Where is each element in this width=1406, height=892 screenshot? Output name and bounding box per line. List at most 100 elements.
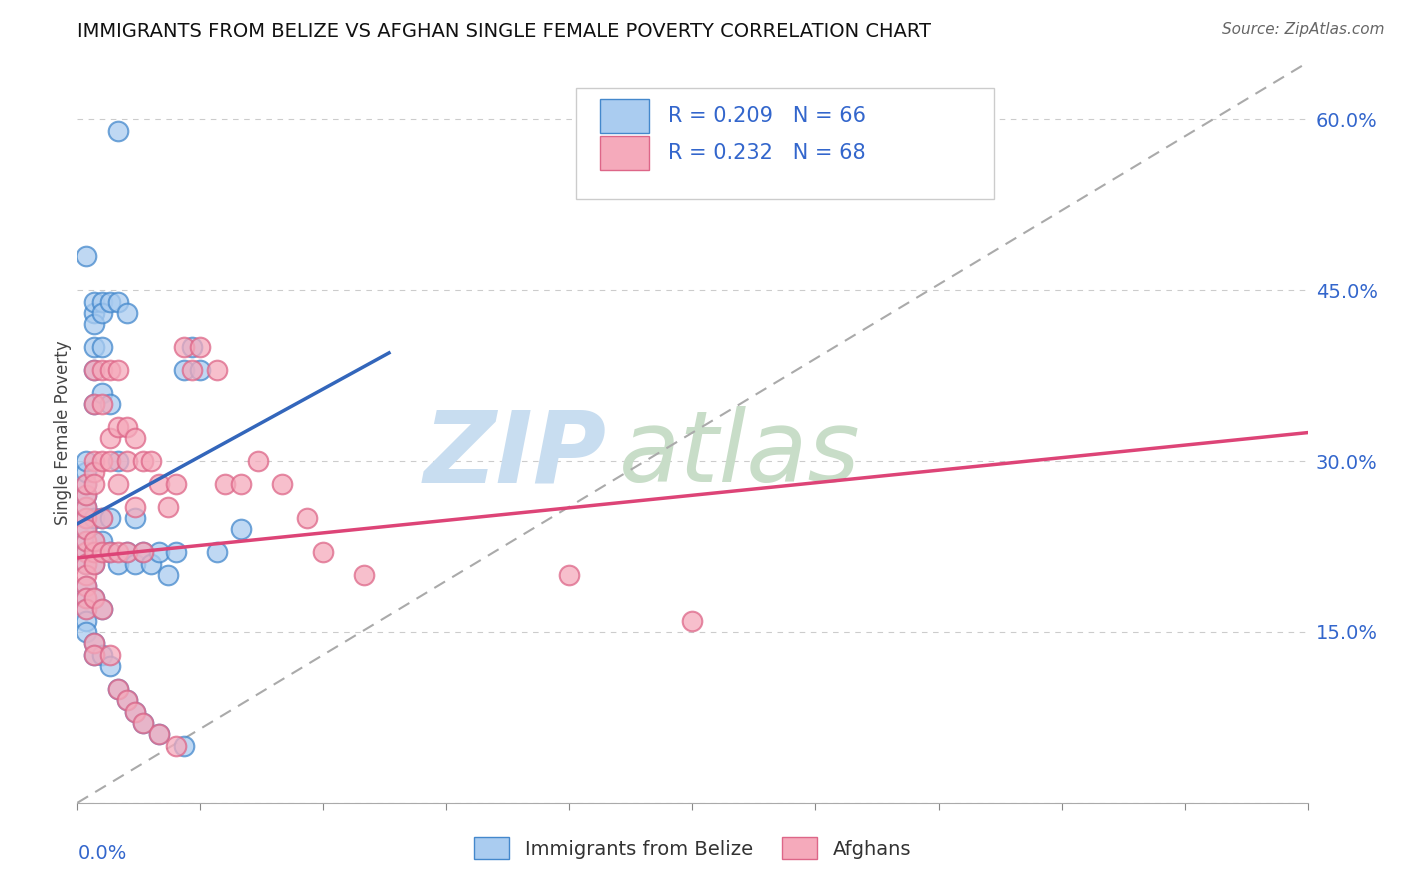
Point <box>75 568 97 582</box>
Point <box>115 693 138 707</box>
Point <box>83 636 105 650</box>
Text: R = 0.232   N = 68: R = 0.232 N = 68 <box>668 143 866 162</box>
Point <box>83 636 105 650</box>
Point <box>83 340 105 354</box>
Point <box>98 294 121 309</box>
Point <box>83 454 105 468</box>
Point <box>188 363 212 377</box>
Point <box>83 557 105 571</box>
Point <box>295 511 318 525</box>
Point <box>353 568 375 582</box>
Point <box>148 727 170 741</box>
FancyBboxPatch shape <box>600 99 650 133</box>
Point <box>90 454 114 468</box>
Point <box>107 454 129 468</box>
Point <box>558 568 581 582</box>
FancyBboxPatch shape <box>575 88 994 200</box>
Point <box>124 511 146 525</box>
Point <box>107 294 129 309</box>
Text: Source: ZipAtlas.com: Source: ZipAtlas.com <box>1222 22 1385 37</box>
Point <box>173 739 195 753</box>
Point <box>98 511 121 525</box>
Point <box>75 500 97 514</box>
Point <box>115 545 138 559</box>
Point <box>83 476 105 491</box>
Point <box>173 340 195 354</box>
Point <box>312 545 335 559</box>
Point <box>83 397 105 411</box>
Point <box>98 397 121 411</box>
Point <box>107 545 129 559</box>
Point <box>115 420 138 434</box>
Point <box>75 557 97 571</box>
Point <box>214 476 236 491</box>
Text: atlas: atlas <box>619 407 860 503</box>
Point <box>246 454 269 468</box>
Point <box>124 557 146 571</box>
Point <box>83 557 105 571</box>
Point <box>148 476 170 491</box>
Point <box>83 648 105 662</box>
Point <box>83 318 105 332</box>
Point <box>156 568 179 582</box>
Text: 0.0%: 0.0% <box>77 844 127 863</box>
Point <box>98 648 121 662</box>
Point <box>124 705 146 719</box>
Point <box>75 533 97 548</box>
Point <box>75 602 97 616</box>
Point <box>83 591 105 605</box>
Point <box>75 614 97 628</box>
Point <box>98 545 121 559</box>
Point <box>165 739 187 753</box>
Point <box>107 681 129 696</box>
Point <box>141 557 163 571</box>
Point <box>98 659 121 673</box>
Point <box>83 533 105 548</box>
FancyBboxPatch shape <box>600 136 650 169</box>
Point <box>75 545 97 559</box>
Point <box>75 249 97 263</box>
Point <box>75 624 97 639</box>
Point <box>181 363 204 377</box>
Point <box>107 363 129 377</box>
Point <box>90 602 114 616</box>
Point <box>181 340 204 354</box>
Point <box>90 385 114 400</box>
Text: ZIP: ZIP <box>423 407 606 503</box>
Point <box>75 579 97 593</box>
Point <box>231 523 253 537</box>
Point <box>124 500 146 514</box>
Point <box>90 294 114 309</box>
Point <box>75 545 97 559</box>
Point <box>90 363 114 377</box>
Point <box>75 476 97 491</box>
Point <box>83 533 105 548</box>
Point <box>132 454 155 468</box>
Point <box>205 545 228 559</box>
Point <box>75 511 97 525</box>
Point <box>205 363 228 377</box>
Point <box>98 545 121 559</box>
Point <box>165 545 187 559</box>
Point <box>83 511 105 525</box>
Point <box>132 716 155 731</box>
Point <box>90 340 114 354</box>
Point <box>90 511 114 525</box>
Point <box>165 476 187 491</box>
Point <box>188 340 212 354</box>
Point <box>83 363 105 377</box>
Point <box>90 545 114 559</box>
Point <box>75 488 97 502</box>
Point <box>75 557 97 571</box>
Point <box>83 397 105 411</box>
Point <box>75 533 97 548</box>
Point <box>173 363 195 377</box>
Point <box>90 306 114 320</box>
Point <box>98 363 121 377</box>
Point <box>75 523 97 537</box>
Point <box>75 466 97 480</box>
Point <box>75 602 97 616</box>
Point <box>115 693 138 707</box>
Point <box>132 545 155 559</box>
Point <box>132 545 155 559</box>
